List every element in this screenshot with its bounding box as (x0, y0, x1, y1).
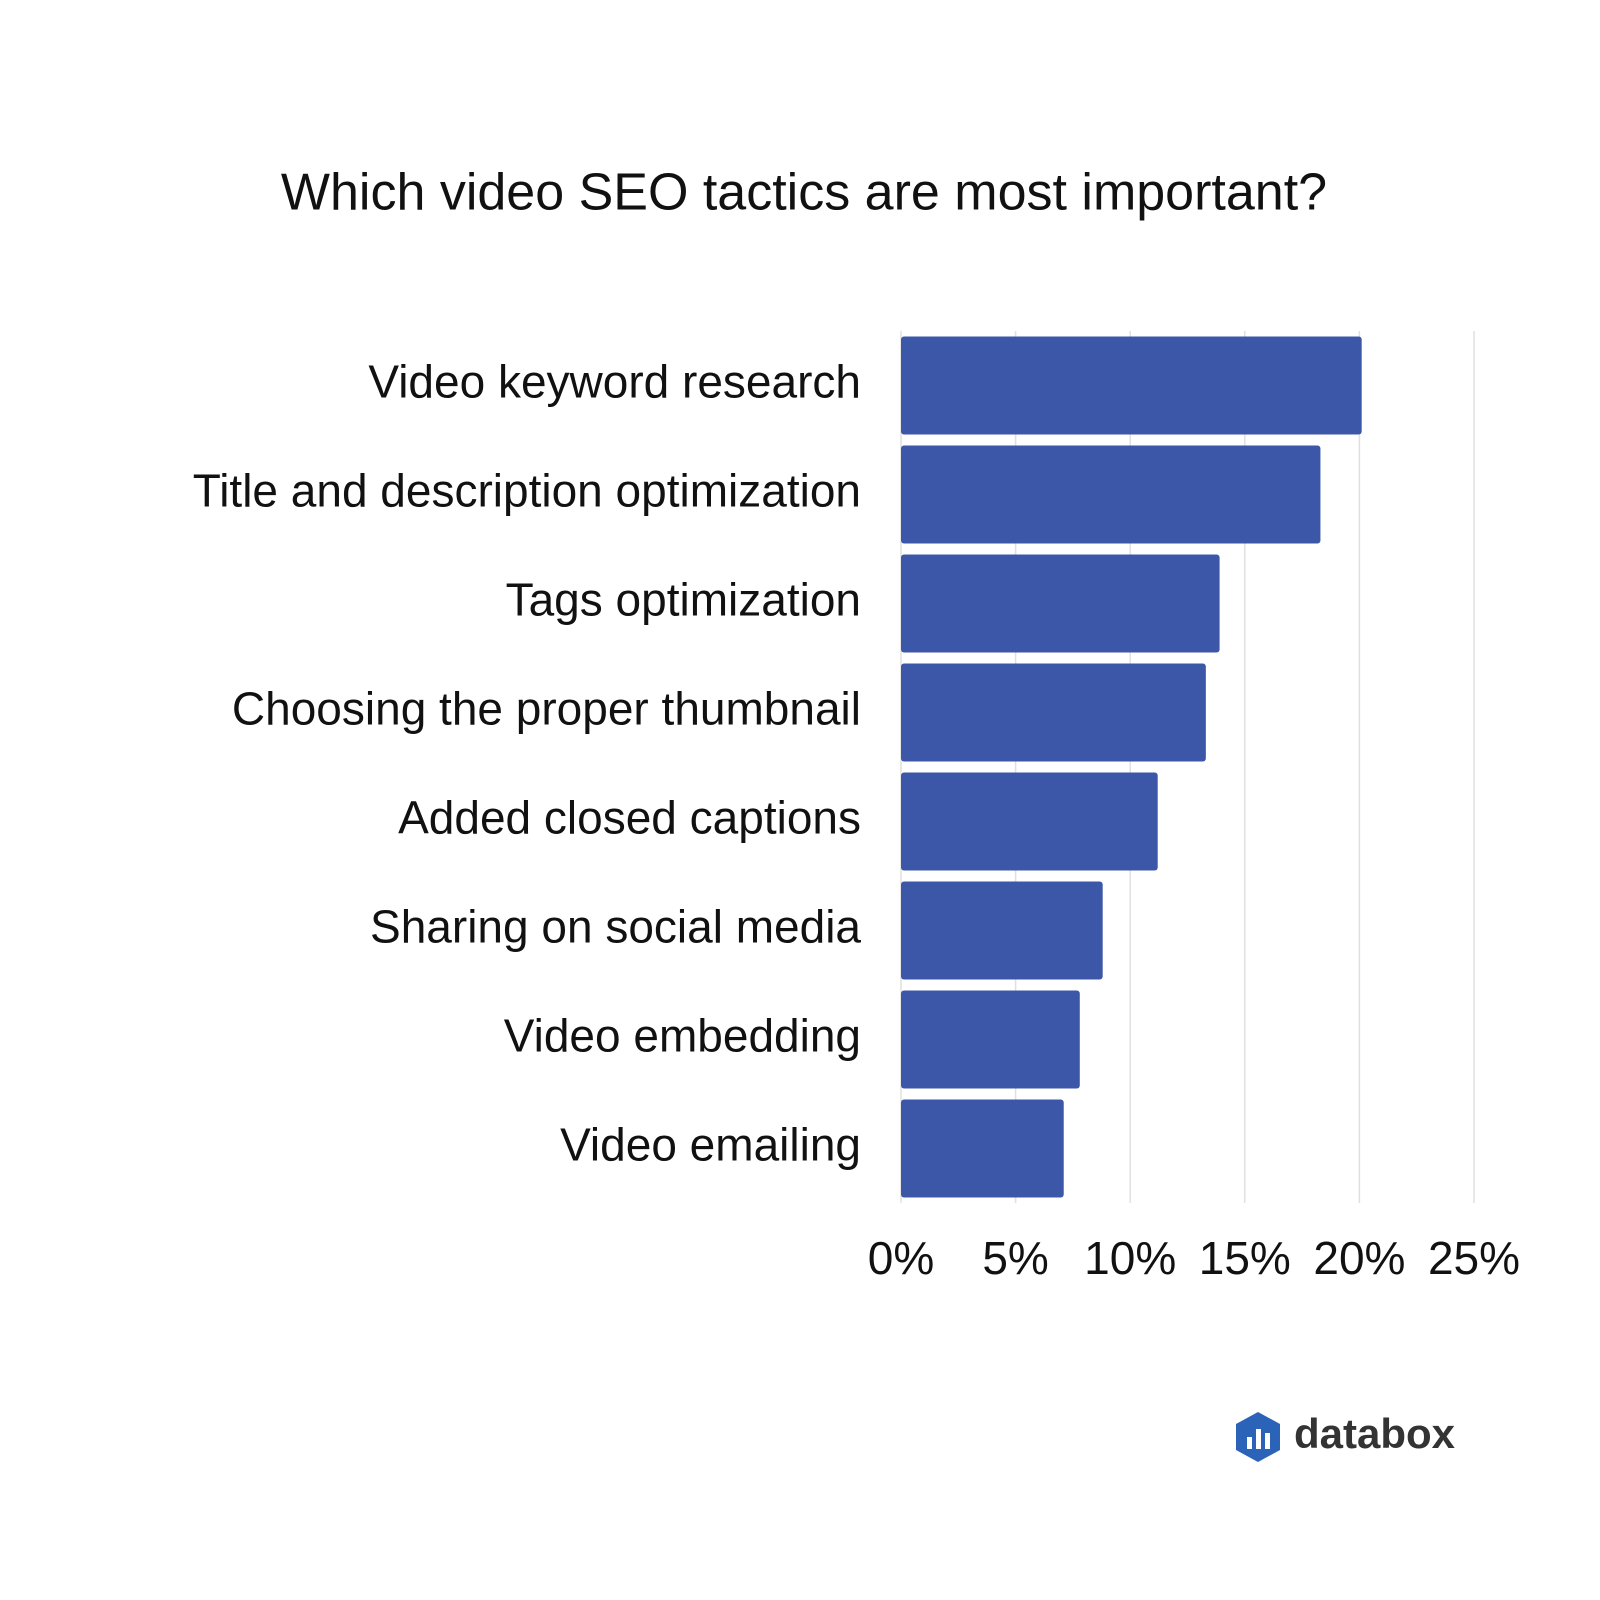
logo-icon-bar (1247, 1437, 1252, 1449)
y-tick-label: Sharing on social media (370, 901, 861, 953)
bar (901, 336, 1362, 435)
bar (901, 772, 1158, 871)
y-tick-label: Video emailing (560, 1119, 861, 1171)
y-tick-label: Added closed captions (398, 792, 861, 844)
x-tick-label: 25% (1428, 1232, 1520, 1284)
x-tick-label: 20% (1313, 1232, 1405, 1284)
x-tick-label: 10% (1084, 1232, 1176, 1284)
x-tick-label: 5% (982, 1232, 1048, 1284)
bar (901, 554, 1220, 653)
bar (901, 445, 1321, 544)
logo-icon-bar (1256, 1429, 1261, 1449)
logo-icon-bar (1265, 1433, 1270, 1449)
y-tick-label: Video embedding (504, 1010, 861, 1062)
x-tick-label: 0% (868, 1232, 934, 1284)
x-tick-label: 15% (1199, 1232, 1291, 1284)
chart-title: Which video SEO tactics are most importa… (281, 164, 1327, 222)
logo: databox (1236, 1410, 1456, 1462)
y-tick-label: Tags optimization (506, 574, 861, 626)
logo-text: databox (1294, 1410, 1456, 1457)
bar (901, 663, 1206, 762)
y-tick-label: Video keyword research (368, 356, 861, 408)
bar (901, 990, 1080, 1089)
bar (901, 881, 1103, 980)
y-tick-label: Choosing the proper thumbnail (232, 683, 861, 735)
bar (901, 1099, 1064, 1198)
y-tick-label: Title and description optimization (193, 465, 861, 517)
